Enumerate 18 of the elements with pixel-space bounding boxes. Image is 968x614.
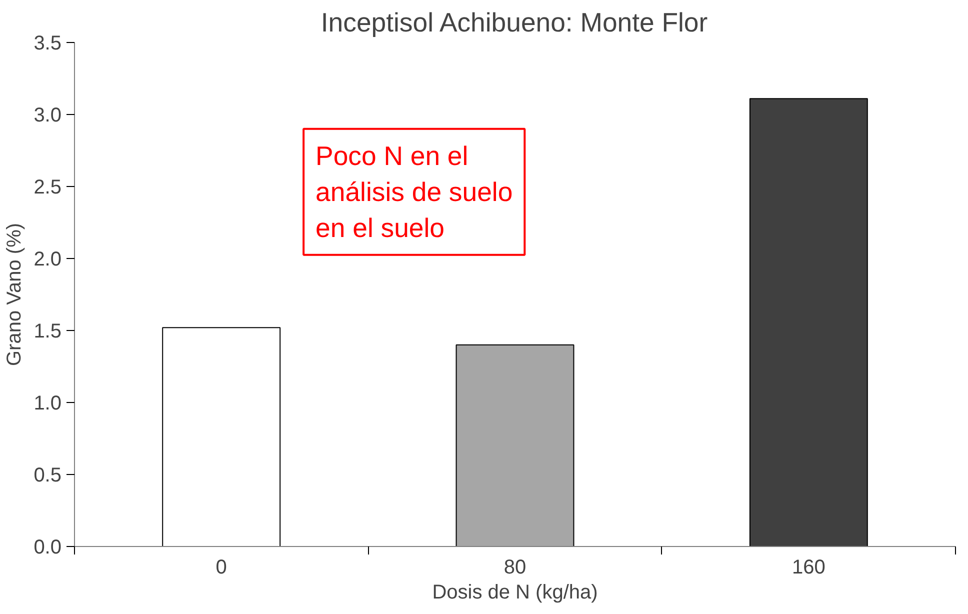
y-tick-label: 2.0 (34, 248, 62, 270)
x-tick-label: 0 (216, 556, 227, 578)
x-tick-label: 80 (504, 556, 526, 578)
bar (749, 98, 868, 546)
chart-title: Inceptisol Achibueno: Monte Flor (320, 8, 708, 38)
annotation: Poco N en el análisis de suelo en el suelo (316, 140, 513, 243)
bar (456, 344, 574, 546)
y-tick-label: 1.5 (34, 320, 62, 342)
y-axis-title: Grano Vano (%) (4, 222, 26, 366)
y-tick-label: 0.0 (34, 536, 62, 558)
x-tick-label: 160 (792, 556, 826, 578)
y-tick-label: 1.0 (34, 392, 62, 414)
y-tick-label: 3.5 (34, 32, 62, 54)
bar (162, 327, 281, 546)
y-tick-label: 2.5 (34, 176, 62, 198)
y-tick-label: 0.5 (34, 464, 62, 486)
x-axis-title: Dosis de N (kg/ha) (432, 582, 598, 604)
y-tick-label: 3.0 (34, 104, 62, 126)
